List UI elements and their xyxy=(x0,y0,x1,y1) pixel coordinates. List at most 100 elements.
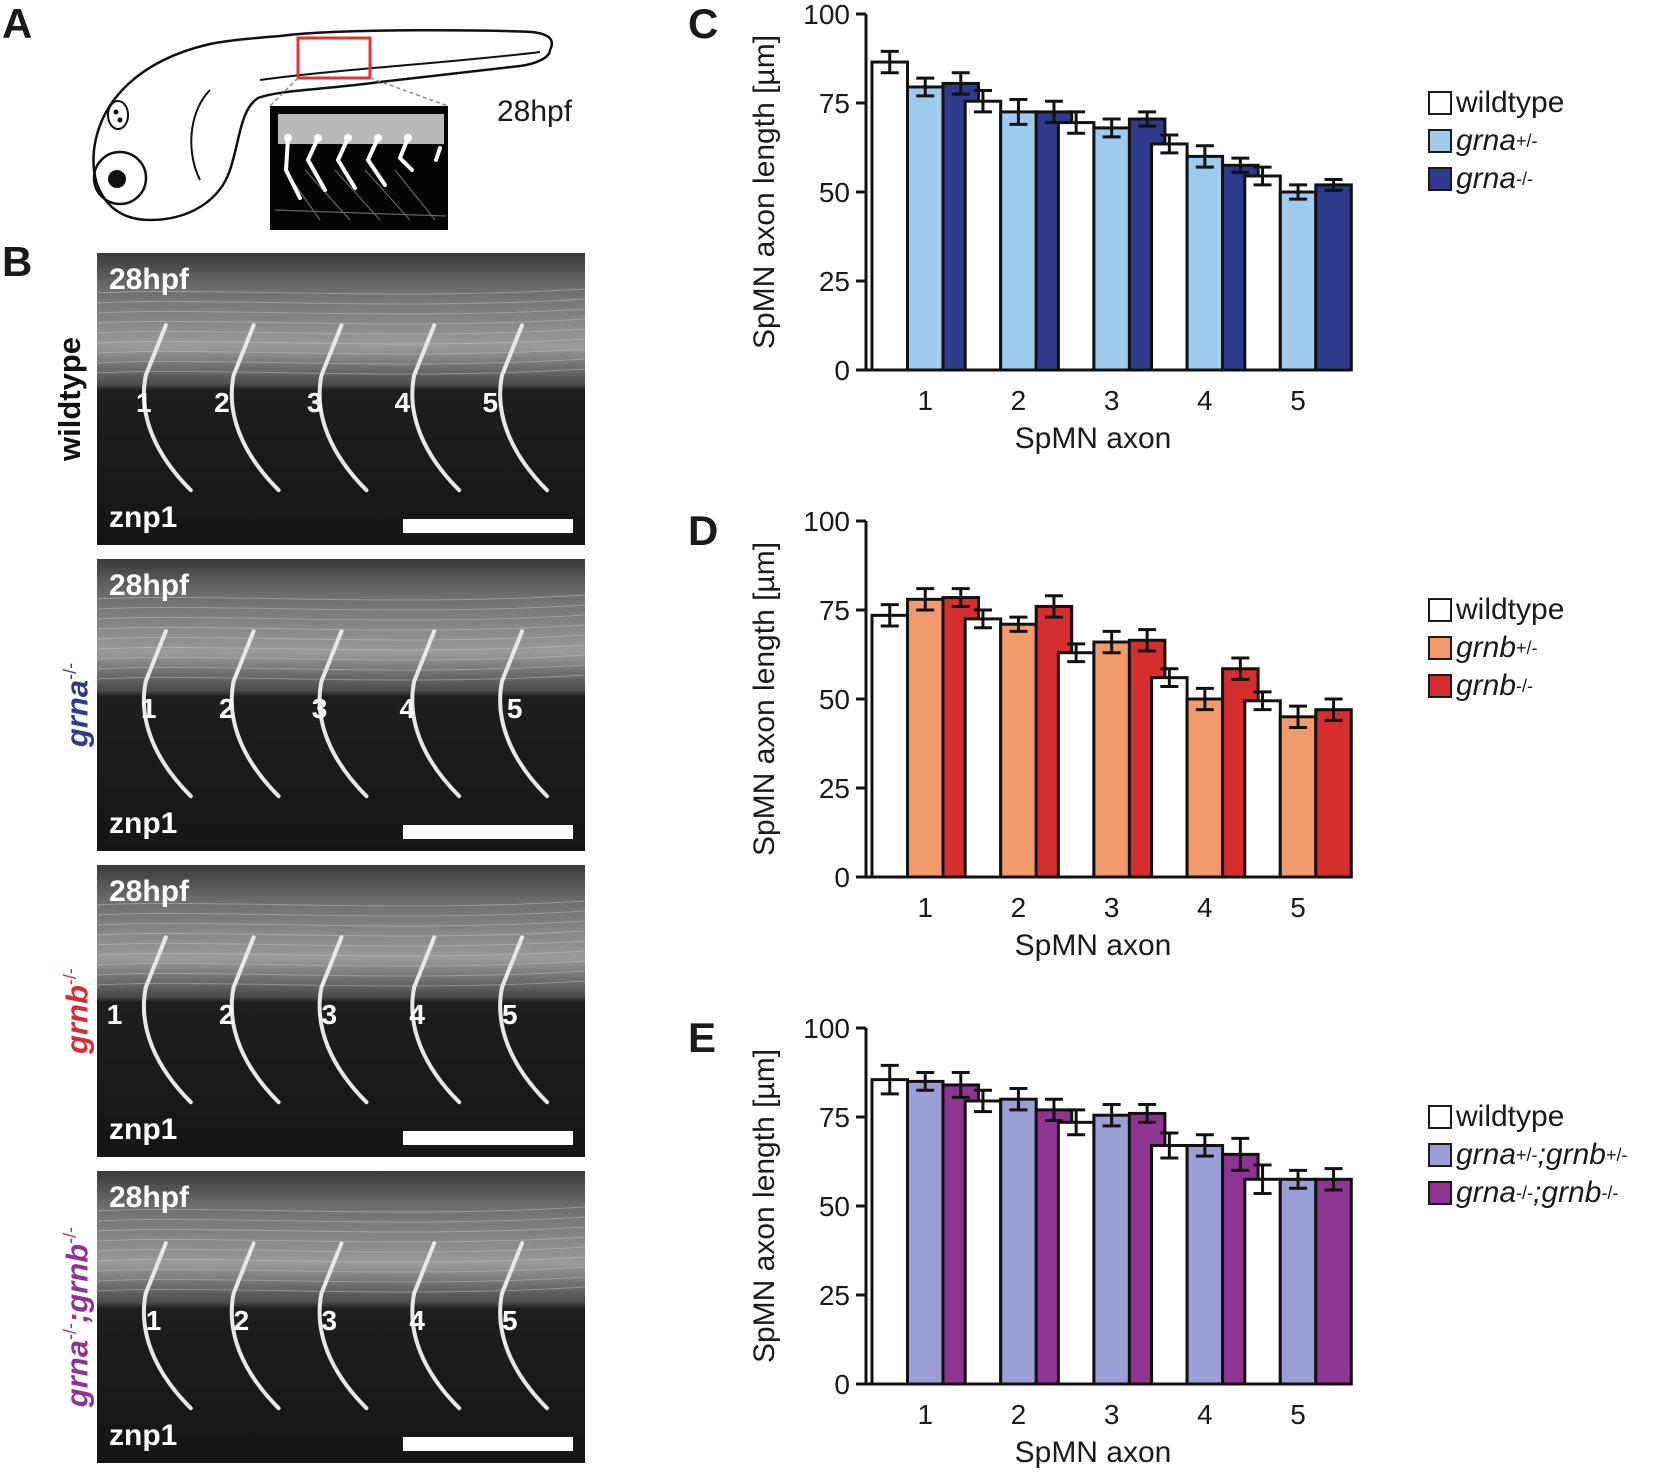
y-axis-label: SpMN axon length [µm] xyxy=(748,1049,781,1363)
micrograph-texture xyxy=(97,559,585,851)
axon-3 xyxy=(317,1241,369,1411)
x-tick-label: 5 xyxy=(1290,385,1306,416)
legend-item: wildtype xyxy=(1428,84,1564,122)
error-bar xyxy=(1253,690,1272,712)
legend-swatch xyxy=(1428,598,1452,622)
x-tick-label: 4 xyxy=(1197,892,1213,923)
y-tick-label: 50 xyxy=(819,1191,850,1222)
bar xyxy=(1278,1177,1318,1386)
panel-letter-a: A xyxy=(2,0,33,47)
legend-swatch xyxy=(1428,1181,1452,1205)
error-bar xyxy=(1195,686,1214,712)
error-bar xyxy=(1138,110,1157,128)
legend-label: ;grnb xyxy=(1537,1138,1606,1171)
genotype-superscript: -/- xyxy=(60,662,80,680)
y-tick-label: 75 xyxy=(819,1102,850,1133)
bar xyxy=(870,613,909,879)
legend-item: grna -/- ;grnb -/- xyxy=(1428,1174,1627,1212)
panel-letter-b: B xyxy=(2,238,33,285)
genotype-label: grna-/- xyxy=(50,555,94,855)
legend-label: grna xyxy=(1456,162,1517,195)
y-tick-label: 100 xyxy=(803,507,850,537)
chart-svg: 0 25 50 75 100 1 2 3 4 5 SpMN axon SpMN axon length… xyxy=(748,1013,1353,1469)
axon-1 xyxy=(141,323,193,493)
bar xyxy=(1314,708,1353,879)
legend-label: wildtype xyxy=(1456,86,1565,119)
y-axis-label: SpMN axon length [µm] xyxy=(748,35,781,349)
bar-chart-C: 0 25 50 75 100 1 2 3 4 5 SpMN axon SpMN axon length… xyxy=(740,0,1400,465)
y-tick-label: 75 xyxy=(819,88,850,119)
legend-swatch xyxy=(1428,91,1452,115)
legend-label: wildtype xyxy=(1456,593,1565,626)
axon-number: 1 xyxy=(136,387,152,419)
legend-item: grna +/- ;grnb +/- xyxy=(1428,1136,1627,1174)
genotype-superscript: -/- xyxy=(60,1226,80,1244)
axon-3 xyxy=(317,629,369,799)
bar xyxy=(1056,1120,1096,1386)
error-bar xyxy=(1102,1103,1121,1128)
legend-superscript: +/- xyxy=(1516,1144,1538,1165)
axon-2 xyxy=(229,323,281,493)
error-bar xyxy=(1009,97,1028,126)
stage-label: 28hpf xyxy=(497,95,573,128)
legend-label: wildtype xyxy=(1456,1100,1565,1133)
error-bar xyxy=(1324,178,1343,192)
legend-swatch xyxy=(1428,674,1452,698)
bar-chart-D: 0 25 50 75 100 1 2 3 4 5 SpMN axon SpMN axon length… xyxy=(740,506,1400,972)
axon-number: 2 xyxy=(219,999,235,1031)
error-bar xyxy=(1138,628,1157,653)
legend-swatch xyxy=(1428,1105,1452,1129)
axon-number: 3 xyxy=(321,1305,338,1337)
embryo-pupil xyxy=(108,170,126,188)
axon-3 xyxy=(317,935,369,1105)
bar xyxy=(1185,697,1225,879)
error-bar xyxy=(916,1071,935,1092)
y-tick-label: 25 xyxy=(819,266,850,297)
axon-4 xyxy=(410,1241,462,1411)
axon-number: 3 xyxy=(321,999,338,1031)
legend-label: grna xyxy=(1456,124,1517,157)
panel-letter-d: D xyxy=(688,507,719,554)
x-tick-label: 4 xyxy=(1197,1399,1213,1430)
legend-superscript: +/- xyxy=(1605,1144,1628,1165)
bar xyxy=(1243,174,1282,372)
error-bar xyxy=(951,1071,970,1099)
error-bar xyxy=(1253,165,1272,187)
legend-item: wildtype xyxy=(1428,591,1564,629)
inset-motor-neurons xyxy=(270,106,448,230)
bar xyxy=(1150,676,1189,879)
embryo-otic-vesicle xyxy=(107,100,129,130)
stage-label: 28hpf xyxy=(109,569,190,602)
legend-superscript: -/- xyxy=(1516,1182,1534,1203)
legend-label: grnb xyxy=(1456,669,1517,702)
bar xyxy=(963,1099,1003,1386)
bar xyxy=(1278,715,1318,879)
legend-label: grna xyxy=(1456,1176,1517,1209)
bar xyxy=(963,99,1003,372)
legend-label: grna xyxy=(1456,1138,1517,1171)
stain-label: znp1 xyxy=(109,501,178,534)
embryo-inner-line xyxy=(259,51,541,81)
micrograph-4: 28hpf znp1 1 2 3 4 5 xyxy=(97,1171,585,1463)
legend: wildtype grna +/- ;grnb +/- grna -/- ;grnb -/- xyxy=(1428,1098,1627,1212)
bar xyxy=(999,110,1038,372)
y-tick-label: 50 xyxy=(819,684,850,715)
micrograph-texture xyxy=(97,865,585,1157)
error-bar xyxy=(1289,183,1308,201)
micrograph-texture xyxy=(97,253,585,545)
axon-2 xyxy=(229,1241,281,1411)
bar xyxy=(1314,1177,1353,1386)
stage-label: 28hpf xyxy=(109,1181,190,1214)
scale-bar xyxy=(403,1437,573,1451)
error-bar xyxy=(1160,667,1179,689)
stage-label: 28hpf xyxy=(109,263,190,296)
axon-4 xyxy=(410,629,462,799)
error-bar xyxy=(973,608,992,630)
y-tick-label: 100 xyxy=(803,0,850,30)
axon-number: 1 xyxy=(140,693,157,725)
axon-4 xyxy=(410,935,462,1105)
chart-svg: 0 25 50 75 100 1 2 3 4 5 SpMN axon SpMN axon length… xyxy=(748,0,1353,455)
error-bar xyxy=(1044,594,1063,619)
bar xyxy=(1185,1143,1225,1386)
bar xyxy=(1056,651,1096,879)
